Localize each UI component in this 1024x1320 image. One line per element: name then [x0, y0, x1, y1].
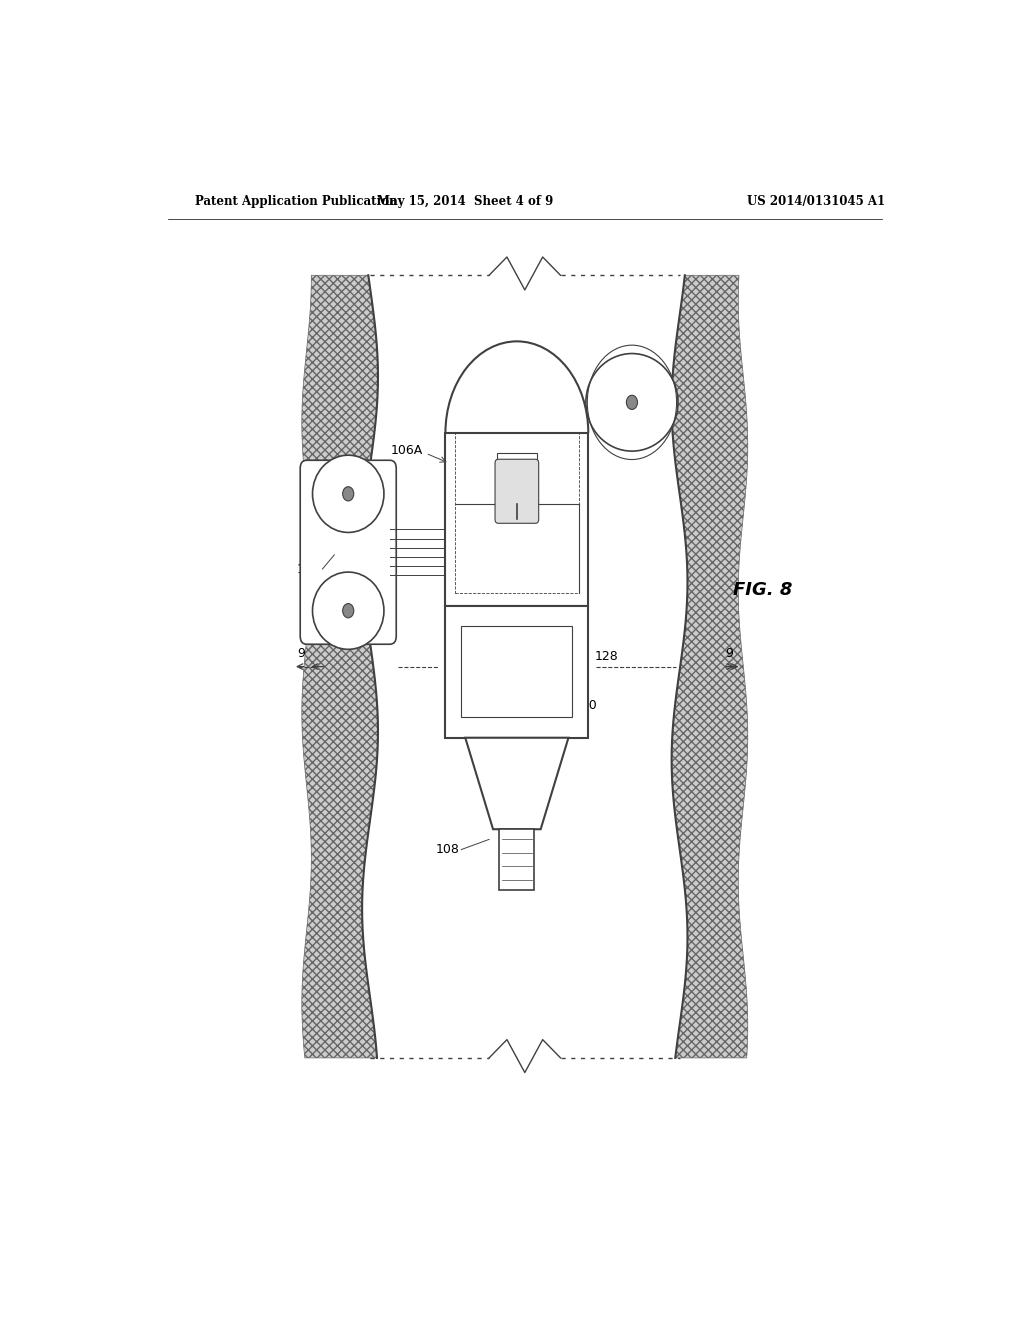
- Text: 130: 130: [574, 698, 598, 711]
- Text: US 2014/0131045 A1: US 2014/0131045 A1: [748, 194, 885, 207]
- Text: FIG. 8: FIG. 8: [733, 581, 793, 599]
- Text: Patent Application Publication: Patent Application Publication: [196, 194, 398, 207]
- Text: 128: 128: [595, 649, 618, 663]
- Text: 9: 9: [297, 647, 305, 660]
- Text: 108: 108: [436, 843, 460, 857]
- Bar: [445, 606, 588, 738]
- Bar: [500, 829, 535, 890]
- Text: 134: 134: [468, 498, 492, 511]
- Text: May 15, 2014  Sheet 4 of 9: May 15, 2014 Sheet 4 of 9: [377, 194, 553, 207]
- Circle shape: [343, 487, 353, 500]
- Bar: [497, 453, 537, 504]
- Polygon shape: [672, 276, 748, 1057]
- Text: 138: 138: [297, 562, 321, 576]
- Text: 104: 104: [324, 512, 337, 536]
- Circle shape: [627, 395, 638, 409]
- FancyBboxPatch shape: [300, 461, 396, 644]
- Bar: [462, 626, 572, 718]
- Text: 140: 140: [631, 437, 654, 450]
- Ellipse shape: [586, 354, 678, 451]
- Ellipse shape: [312, 455, 384, 532]
- Bar: [455, 433, 579, 594]
- Polygon shape: [302, 276, 378, 1057]
- Text: 132: 132: [537, 698, 560, 711]
- Circle shape: [343, 603, 353, 618]
- Text: 106A: 106A: [391, 444, 423, 457]
- Polygon shape: [465, 738, 568, 829]
- Text: 9: 9: [725, 647, 733, 660]
- Ellipse shape: [312, 572, 384, 649]
- Bar: [445, 433, 588, 606]
- FancyBboxPatch shape: [495, 459, 539, 523]
